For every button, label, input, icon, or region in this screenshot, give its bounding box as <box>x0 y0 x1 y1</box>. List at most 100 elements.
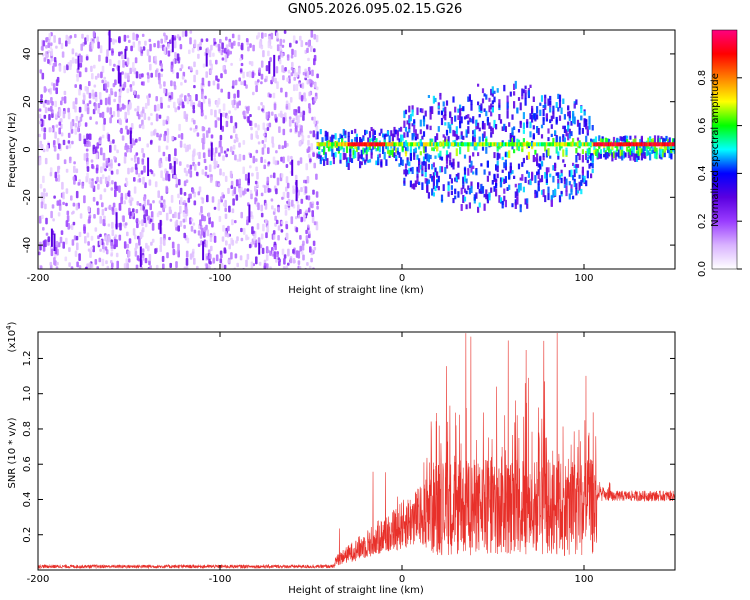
noise-cell <box>146 143 149 148</box>
noise-cell <box>85 148 89 152</box>
signal-cell <box>318 146 321 151</box>
signal-core-cell <box>588 142 591 147</box>
signal-cell <box>460 116 463 124</box>
signal-cell <box>367 147 370 152</box>
signal-core-cell <box>534 142 537 147</box>
signal-cell <box>408 168 411 174</box>
noise-cell <box>110 242 114 249</box>
signal-core-cell <box>622 142 626 147</box>
noise-cell <box>209 253 212 260</box>
noise-cell <box>300 216 303 223</box>
signal-cell <box>558 94 562 102</box>
noise-cell <box>138 238 141 246</box>
signal-core-cell <box>385 142 388 147</box>
signal-cell <box>581 149 584 154</box>
signal-cell <box>614 152 617 160</box>
signal-cell <box>642 153 645 157</box>
noise-cell <box>286 54 290 61</box>
noise-cell <box>99 194 103 200</box>
signal-core-cell <box>642 142 645 147</box>
signal-core-cell <box>360 142 364 147</box>
signal-cell <box>549 95 552 100</box>
noise-cell <box>225 153 228 158</box>
noise-cell <box>68 262 71 267</box>
noise-cell <box>73 161 76 165</box>
noise-cell <box>298 140 302 147</box>
noise-cell <box>308 103 311 109</box>
signal-core-cell <box>347 142 350 147</box>
signal-cell <box>540 175 544 183</box>
signal-cell <box>475 119 478 127</box>
signal-cell <box>496 152 499 161</box>
noise-cell <box>65 168 69 173</box>
noise-cell <box>133 177 136 182</box>
noise-cell <box>220 254 223 259</box>
signal-cell <box>480 103 483 111</box>
signal-cell <box>339 159 342 164</box>
signal-cell <box>491 127 494 135</box>
noise-cell <box>278 126 281 133</box>
noise-cell <box>109 107 112 115</box>
noise-cell <box>213 206 217 210</box>
noise-cell <box>312 240 316 246</box>
signal-cell <box>391 133 394 142</box>
signal-cell <box>560 173 563 177</box>
colorbar-tick-label: 0.2 <box>697 213 708 229</box>
signal-cell <box>404 163 408 169</box>
noise-cell <box>43 127 47 133</box>
noise-cell <box>193 74 196 83</box>
noise-cell <box>282 156 285 164</box>
noise-cell <box>264 33 267 38</box>
signal-core-cell <box>652 142 655 147</box>
signal-core-cell <box>522 142 526 147</box>
noise-cell <box>255 158 258 162</box>
noise-cell <box>217 202 221 211</box>
signal-cell <box>440 194 444 201</box>
noise-cell <box>47 236 51 243</box>
noise-cell <box>39 140 43 145</box>
signal-core-cell <box>316 142 319 147</box>
noise-cell <box>199 46 202 51</box>
noise-cell <box>307 224 310 228</box>
noise-cell <box>291 199 294 207</box>
noise-cell <box>193 163 197 171</box>
signal-core-cell <box>318 142 321 147</box>
noise-cell <box>220 73 223 79</box>
signal-core-cell <box>370 142 373 147</box>
noise-cell <box>160 195 164 201</box>
noise-cell <box>278 144 281 150</box>
signal-cell <box>350 158 354 163</box>
signal-core-cell <box>647 142 650 147</box>
signal-cell <box>406 120 409 125</box>
signal-cell <box>380 161 383 166</box>
noise-cell <box>99 176 103 185</box>
noise-cell <box>204 115 207 120</box>
noise-cell <box>141 255 145 261</box>
noise-cell <box>105 56 109 63</box>
noise-cell <box>286 77 289 82</box>
noise-cell <box>53 57 57 62</box>
noise-cell <box>71 57 75 64</box>
signal-cell <box>339 133 342 139</box>
noise-cell <box>207 212 211 218</box>
noise-cell <box>315 173 318 180</box>
noise-cell <box>61 51 65 58</box>
noise-cell <box>160 63 163 68</box>
noise-cell <box>49 264 53 269</box>
noise-cell <box>62 241 65 249</box>
signal-core-cell <box>355 142 359 147</box>
signal-cell <box>470 160 473 167</box>
noise-cell <box>101 134 105 139</box>
noise-cell <box>136 111 140 117</box>
noise-cell <box>102 219 105 226</box>
noise-cell <box>196 132 200 137</box>
noise-cell <box>162 151 166 157</box>
signal-cell <box>411 166 414 174</box>
signal-core-cell <box>583 142 586 147</box>
signal-cell <box>427 154 430 163</box>
signal-cell <box>483 93 486 97</box>
signal-cell <box>511 145 514 150</box>
signal-core-cell <box>568 142 572 147</box>
signal-cell <box>411 133 414 141</box>
noise-cell <box>150 113 153 116</box>
